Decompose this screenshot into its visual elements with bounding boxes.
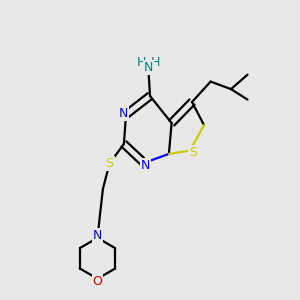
Text: N: N bbox=[118, 106, 128, 120]
Text: N: N bbox=[93, 229, 102, 242]
Text: S: S bbox=[106, 157, 113, 170]
Text: H: H bbox=[137, 56, 147, 70]
Text: H: H bbox=[150, 56, 160, 70]
Text: O: O bbox=[93, 274, 102, 288]
Text: N: N bbox=[141, 159, 150, 172]
Text: S: S bbox=[189, 146, 197, 159]
Text: N: N bbox=[144, 61, 153, 74]
